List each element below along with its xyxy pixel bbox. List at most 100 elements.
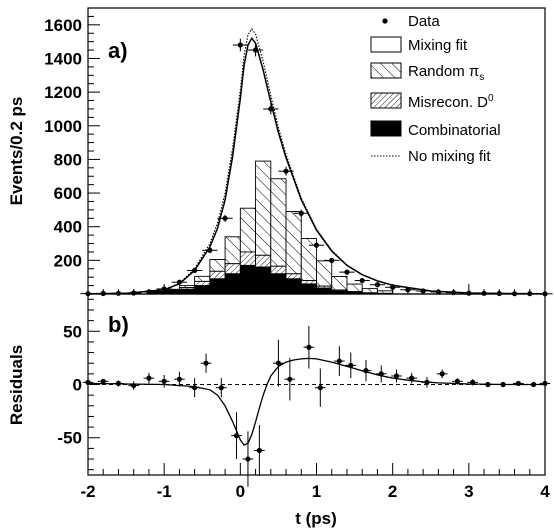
x-tick-label: 3 xyxy=(464,482,473,501)
data-point xyxy=(324,257,340,263)
bar-combinatorial xyxy=(209,278,226,294)
residual-point xyxy=(436,369,448,379)
residual-point xyxy=(360,360,372,382)
bottom-axis-ticks: -50 0 50 -2 -1 0 1 2 3 4 xyxy=(57,298,550,501)
residual-point xyxy=(231,412,242,460)
legend-random-pis-text: Random π xyxy=(408,63,479,80)
x-tick-label: 2 xyxy=(388,482,397,501)
residual-point xyxy=(128,381,140,390)
panel-label-a: a) xyxy=(108,38,128,63)
residual-point xyxy=(254,424,265,477)
bottom-y-axis-title: Residuals xyxy=(7,345,26,425)
bar-misrecon-d0 xyxy=(300,280,317,285)
residual-y-tick-label: 50 xyxy=(63,322,82,341)
mixing-fit-curve xyxy=(88,36,545,294)
legend-label-combinatorial: Combinatorial xyxy=(408,122,501,139)
bar-combinatorial xyxy=(224,273,241,294)
bar-random-pis xyxy=(361,288,378,294)
residual-point xyxy=(215,378,227,398)
data-point xyxy=(217,214,233,222)
residual-point xyxy=(391,369,402,383)
residual-point xyxy=(303,325,315,369)
residual-point xyxy=(513,380,524,387)
legend-label-mixing-fit: Mixing fit xyxy=(408,37,468,54)
residual-fit-line xyxy=(88,357,545,447)
bar-random-pis xyxy=(194,275,211,282)
residual-fit-curve xyxy=(88,357,545,447)
bar-random-pis xyxy=(270,178,287,267)
bar-misrecon-d0 xyxy=(285,273,302,280)
bar-misrecon-d0 xyxy=(239,251,257,266)
residual-point xyxy=(200,353,212,373)
legend-random-pis-swatch xyxy=(370,62,402,79)
bar-random-pis xyxy=(209,259,226,272)
bar-misrecon-d0 xyxy=(209,270,226,280)
residual-point xyxy=(539,380,551,387)
y-tick-label: 1600 xyxy=(44,16,82,35)
residual-point xyxy=(406,372,418,384)
legend-mixing-fit-swatch xyxy=(370,36,402,53)
data-point xyxy=(339,269,355,275)
residual-point xyxy=(242,431,254,487)
legend: Data Mixing fit Random πs Misrecon. D0 C… xyxy=(370,13,501,165)
bar-random-pis xyxy=(224,236,241,265)
residual-point xyxy=(113,380,124,387)
residual-y-tick-label: 0 xyxy=(73,376,82,395)
data-point xyxy=(369,282,386,288)
top-fit-curves xyxy=(88,28,545,294)
residual-point xyxy=(97,378,109,384)
legend-label-data: Data xyxy=(408,13,440,30)
legend-combinatorial-swatch xyxy=(370,120,402,137)
legend-misrecon-text: Misrecon. D xyxy=(408,94,488,111)
legend-misrecon-superscript: 0 xyxy=(488,93,494,104)
bar-random-pis xyxy=(346,283,363,293)
data-point xyxy=(171,279,188,285)
x-tick-label: -1 xyxy=(157,482,172,501)
y-tick-label: 600 xyxy=(54,184,82,203)
bar-misrecon-d0 xyxy=(270,265,287,275)
data-point xyxy=(263,103,279,115)
residual-point xyxy=(467,379,478,386)
residual-point xyxy=(143,372,155,384)
residual-point xyxy=(497,381,509,388)
x-tick-label: 4 xyxy=(540,482,550,501)
x-tick-label: -2 xyxy=(80,482,95,501)
y-tick-label: 200 xyxy=(54,251,82,270)
bar-random-pis xyxy=(239,207,257,253)
bar-random-pis xyxy=(331,276,348,291)
residual-point xyxy=(273,339,284,387)
data-point xyxy=(308,242,325,249)
bar-combinatorial xyxy=(178,288,196,294)
top-panel: 200 400 600 800 1000 1200 1400 1600 a) Events/0… xyxy=(7,7,553,297)
bar-combinatorial xyxy=(316,287,333,294)
bar-combinatorial xyxy=(239,264,257,294)
top-histograms xyxy=(148,160,394,294)
residual-point xyxy=(284,357,296,401)
y-tick-label: 1000 xyxy=(44,117,82,136)
residual-point xyxy=(375,365,387,383)
residual-y-tick-label: -50 xyxy=(57,429,82,448)
data-point xyxy=(354,277,370,284)
bar-combinatorial xyxy=(255,266,272,294)
bar-misrecon-d0 xyxy=(194,280,211,287)
bar-combinatorial xyxy=(194,285,211,294)
legend-label-no-mixing: No mixing fit xyxy=(408,148,491,165)
y-tick-label: 400 xyxy=(54,218,82,237)
legend-random-pis-subscript: s xyxy=(479,72,484,83)
x-axis-title: t (ps) xyxy=(295,509,337,528)
residual-point xyxy=(452,378,463,385)
data-point xyxy=(293,209,309,217)
y-tick-label: 800 xyxy=(54,150,82,169)
y-tick-label: 1200 xyxy=(44,83,82,102)
bar-combinatorial xyxy=(270,273,287,294)
panel-label-b: b) xyxy=(108,312,129,337)
data-point xyxy=(278,166,294,176)
data-point xyxy=(247,43,264,57)
residual-point xyxy=(189,378,200,398)
y-tick-label: 1400 xyxy=(44,49,82,68)
bar-misrecon-d0 xyxy=(255,254,272,268)
data-point xyxy=(232,38,248,52)
bar-random-pis xyxy=(316,260,333,287)
bar-random-pis xyxy=(255,160,272,256)
